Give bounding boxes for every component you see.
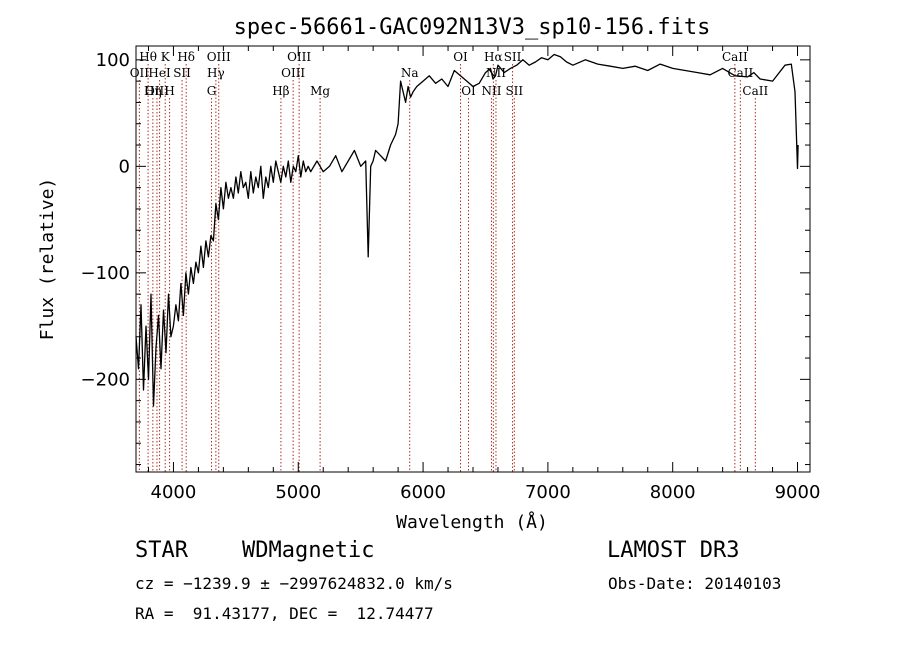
line-marker-label: SII bbox=[505, 84, 523, 98]
line-marker-label: OI bbox=[453, 50, 468, 64]
x-tick-label: 4000 bbox=[151, 482, 197, 503]
line-marker-label: NII bbox=[481, 84, 501, 98]
y-axis-label: Flux (relative) bbox=[37, 178, 58, 341]
line-marker-label: OIII bbox=[287, 50, 311, 64]
coordinates-text: RA = 91.43177, DEC = 12.74477 bbox=[135, 604, 434, 623]
spectrum-series bbox=[135, 53, 799, 407]
x-tick-label: 6000 bbox=[400, 482, 446, 503]
spectrum-line bbox=[135, 53, 799, 407]
object-subclass: WDMagnetic bbox=[242, 538, 375, 563]
line-marker-label: SII bbox=[173, 66, 191, 80]
line-marker-label: Hβ bbox=[272, 84, 289, 98]
y-tick-label: 0 bbox=[119, 156, 130, 177]
line-marker-label: K bbox=[161, 50, 171, 64]
line-marker-label: OI bbox=[461, 84, 476, 98]
emission-line-markers: Hθ OII OIII K HeI Hη H SII Hδ OIII Hγ G Hβ OIII OIII Mg… bbox=[130, 50, 768, 472]
line-marker-label: CaII bbox=[722, 50, 748, 64]
line-marker-label: OIII bbox=[281, 66, 305, 80]
x-tick-label: 9000 bbox=[775, 482, 821, 503]
redshift-text: cz = −1239.9 ± −2997624832.0 km/s bbox=[135, 574, 453, 593]
plot-frame bbox=[135, 45, 811, 473]
x-axis-label: Wavelength (Å) bbox=[396, 511, 548, 533]
line-marker-label: OIII bbox=[207, 50, 231, 64]
line-marker-label: G bbox=[207, 84, 217, 98]
y-tick-label: −200 bbox=[81, 369, 130, 390]
axes: 4000 5000 6000 7000 8000 9000 −200 −100 0 100 bbox=[81, 45, 821, 503]
line-marker-label: HeI bbox=[148, 66, 171, 80]
object-class: STAR bbox=[135, 538, 188, 563]
line-marker-label: Hγ bbox=[207, 66, 225, 80]
line-marker-label: Na bbox=[401, 66, 419, 80]
line-marker-label: Mg bbox=[310, 84, 330, 98]
line-marker-label: OII bbox=[130, 66, 150, 80]
chart-title: spec-56661-GAC092N13V3_sp10-156.fits bbox=[234, 15, 711, 40]
x-tick-label: 5000 bbox=[275, 482, 321, 503]
y-tick-label: 100 bbox=[96, 50, 130, 71]
line-marker-label: OIII bbox=[145, 84, 169, 98]
y-tick-label: −100 bbox=[81, 263, 130, 284]
line-marker-label: CaII bbox=[742, 84, 768, 98]
x-tick-label: 8000 bbox=[650, 482, 696, 503]
line-marker-label: H bbox=[164, 84, 174, 98]
line-marker-label: SII bbox=[504, 50, 522, 64]
x-tick-label: 7000 bbox=[525, 482, 571, 503]
line-marker-label: Hδ bbox=[177, 50, 195, 64]
obs-date: Obs-Date: 20140103 bbox=[608, 574, 782, 593]
survey-name: LAMOST DR3 bbox=[607, 538, 740, 563]
line-marker-label: Hα bbox=[484, 50, 503, 64]
line-marker-label: Hη bbox=[144, 84, 162, 98]
line-marker-label: Hθ bbox=[139, 50, 157, 64]
